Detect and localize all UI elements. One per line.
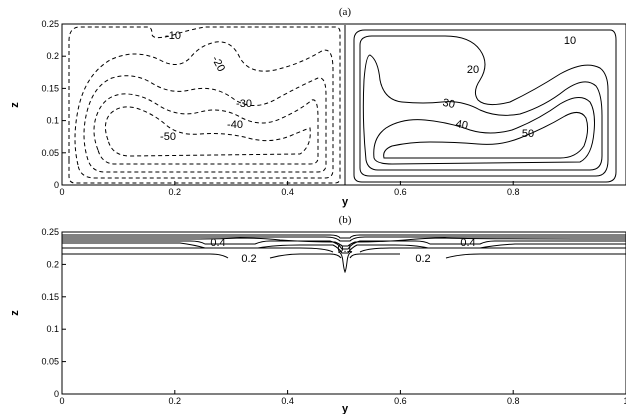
- contour-b-01: [62, 247, 626, 253]
- clabel-b-04-right: 0.4: [460, 237, 475, 249]
- contour-b-04: [62, 242, 626, 254]
- x-tick-label: 0: [59, 187, 64, 197]
- x-tick-label: 0.2: [169, 396, 182, 406]
- clabel-b-04-left: 0.4: [210, 237, 225, 249]
- clabel-pos-30: 30: [442, 97, 456, 111]
- x-tick-label: 0.8: [507, 396, 520, 406]
- y-tick-label: 0.05: [41, 357, 59, 367]
- y-tick-label: 0.2: [46, 259, 59, 269]
- panel-b-ticks: 0 0.2 0.4 0.6 0.8 1 0 0.05 0.1 0.15 0.2 0.25: [41, 227, 626, 406]
- clabel-b-01: 0.1: [337, 243, 352, 255]
- y-tick-label: 0.15: [41, 83, 59, 93]
- contour-b-top-3: [62, 237, 626, 247]
- panel-b-contour-labels: 0.4 0.1 0.4 0.2 0.2: [210, 237, 475, 265]
- x-tick-label: 0.4: [281, 187, 294, 197]
- panel-a-ylabel: z: [9, 102, 21, 108]
- y-tick-label: 0.25: [41, 19, 59, 29]
- panel-b-xlabel: y: [342, 403, 349, 414]
- contour-neg-40: [93, 93, 319, 165]
- panel-b: (b) 0 0.2 0.4 0.6 0.8 1 0 0.05 0.1 0.15 0.2 0.25 0.…: [9, 214, 626, 414]
- panel-a-label: (a): [339, 6, 352, 18]
- clabel-pos-10: 10: [564, 35, 576, 47]
- contour-pos-10: [353, 29, 617, 183]
- contour-b-top-4: [62, 240, 626, 250]
- contour-b-dip: [337, 251, 353, 274]
- clabel-pos-40: 40: [455, 118, 469, 132]
- clabel-neg-50: -50: [160, 131, 176, 143]
- clabel-pos-20: 20: [467, 64, 479, 76]
- clabel-neg-10: -10: [165, 30, 181, 42]
- x-tick-label: 0.8: [507, 187, 520, 197]
- y-tick-label: 0.05: [41, 148, 59, 158]
- x-tick-label: 0.4: [281, 396, 294, 406]
- panel-b-contours: [62, 234, 626, 274]
- panel-a-xlabel: y: [342, 196, 349, 208]
- y-tick-label: 0.15: [41, 292, 59, 302]
- panel-a-positive-contours: [353, 29, 617, 183]
- x-tick-label: 0: [59, 396, 64, 406]
- contour-pos-40: [373, 97, 595, 165]
- contour-neg-10: [68, 26, 341, 184]
- contour-b-top-2: [62, 236, 626, 242]
- y-tick-label: 0.25: [41, 227, 59, 237]
- panel-a-contour-labels: -10 -20 -30 -40 -50 10 20 30 40 50: [160, 30, 576, 143]
- y-tick-label: 0.1: [46, 116, 59, 126]
- panel-a-frame: [61, 23, 626, 186]
- contour-pos-20: [359, 35, 609, 177]
- clabel-b-02-right: 0.2: [415, 253, 430, 265]
- contour-neg-30: [83, 75, 327, 173]
- clabel-neg-30: -30: [236, 98, 252, 110]
- x-tick-label: 0.2: [169, 187, 182, 197]
- contour-neg-20: [74, 41, 334, 179]
- y-tick-label: 0.2: [46, 51, 59, 61]
- panel-a-ticks: 0 0.2 0.4 0.6 0.8 0 0.05 0.1 0.15 0.2 0.25: [41, 19, 519, 197]
- contour-b-02: [62, 253, 626, 259]
- contour-pos-30: [362, 54, 603, 171]
- clabel-b-02-left: 0.2: [241, 253, 256, 265]
- y-tick-label: 0: [54, 389, 59, 399]
- panel-b-label: (b): [339, 214, 352, 226]
- x-tick-label: 0.6: [394, 396, 407, 406]
- contour-pos-50: [383, 112, 589, 159]
- x-tick-label: 0.6: [394, 187, 407, 197]
- clabel-neg-40: -40: [227, 119, 243, 131]
- y-tick-label: 0.1: [46, 324, 59, 334]
- x-tick-label: 1: [623, 396, 626, 406]
- panel-b-ylabel: z: [9, 310, 21, 316]
- panel-a: (a) 0 0.2 0.4 0.6 0.8 0 0.05 0.1 0.15 0.2 0.25 -10…: [9, 6, 626, 208]
- clabel-pos-50: 50: [522, 128, 534, 140]
- clabel-neg-20: -20: [209, 54, 227, 74]
- panel-b-frame: [61, 231, 626, 395]
- contour-neg-50: [104, 106, 311, 157]
- contour-b-top-1: [62, 234, 626, 239]
- y-tick-label: 0: [54, 180, 59, 190]
- panel-a-negative-contours: [68, 26, 341, 184]
